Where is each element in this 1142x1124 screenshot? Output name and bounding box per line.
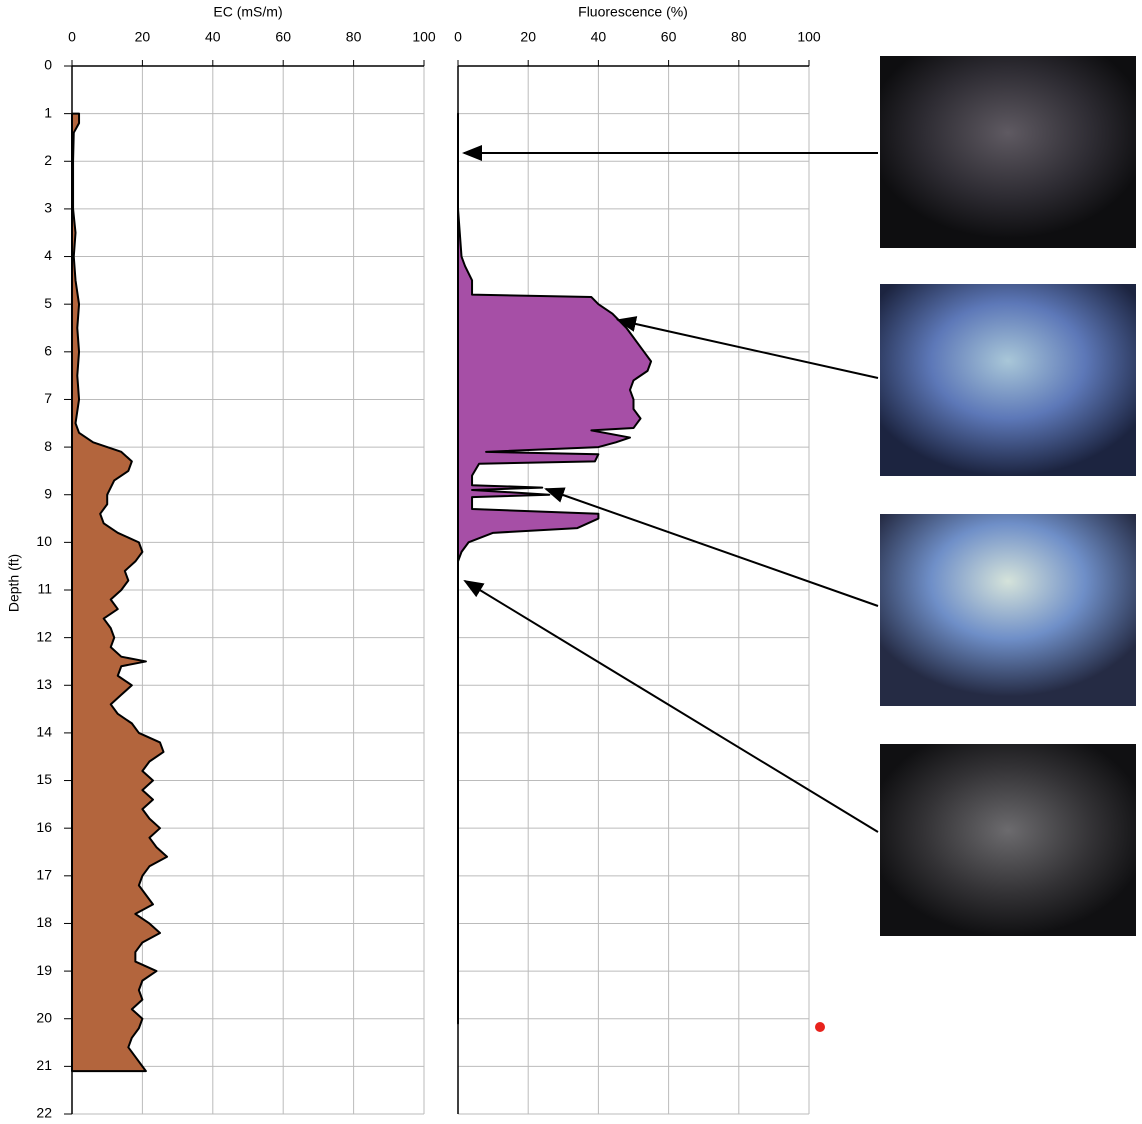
- x-tick-label: 80: [731, 29, 747, 45]
- x-tick-label: 80: [346, 29, 362, 45]
- x-tick-label: 40: [205, 29, 221, 45]
- arrows: [462, 145, 879, 833]
- y-tick-label: 16: [36, 819, 52, 835]
- x-tick-label: 20: [135, 29, 151, 45]
- arrow: [544, 487, 879, 607]
- y-tick-label: 4: [44, 247, 52, 263]
- y-tick-label: 9: [44, 485, 52, 501]
- arrow: [463, 579, 879, 833]
- x-tick-label: 60: [275, 29, 291, 45]
- y-tick-label: 14: [36, 724, 52, 740]
- y-tick-label: 19: [36, 962, 52, 978]
- y-tick-label: 6: [44, 343, 52, 359]
- x-tick-label: 100: [797, 29, 821, 45]
- y-tick-label: 8: [44, 438, 52, 454]
- area: [71, 112, 169, 1073]
- y-axis-title: Depth (ft): [6, 554, 22, 612]
- area: [457, 112, 653, 1025]
- photo: [880, 744, 1136, 936]
- x-tick-label: 100: [412, 29, 436, 45]
- y-tick-label: 10: [36, 533, 52, 549]
- y-tick-label: 0: [44, 57, 52, 73]
- x-tick-label: 0: [454, 29, 462, 45]
- y-tick-label: 22: [36, 1105, 52, 1121]
- y-tick-label: 2: [44, 152, 52, 168]
- chart-title: Fluorescence (%): [578, 4, 688, 20]
- photo: [880, 514, 1136, 706]
- x-tick-label: 40: [591, 29, 607, 45]
- photo: [880, 284, 1136, 476]
- x-tick-label: 20: [520, 29, 536, 45]
- arrow: [616, 316, 879, 379]
- x-tick-label: 0: [68, 29, 76, 45]
- y-tick-label: 11: [37, 581, 52, 597]
- y-tick-label: 13: [36, 676, 52, 692]
- y-tick-label: 15: [36, 771, 52, 787]
- photos: [880, 56, 1136, 936]
- y-tick-label: 5: [44, 295, 52, 311]
- y-tick-label: 1: [44, 104, 52, 120]
- y-tick-label: 18: [36, 914, 52, 930]
- x-tick-label: 60: [661, 29, 677, 45]
- chart-title: EC (mS/m): [213, 4, 282, 20]
- y-tick-label: 12: [36, 628, 52, 644]
- y-tick-label: 3: [44, 200, 52, 216]
- y-tick-label: 17: [36, 867, 52, 883]
- y-tick-label: 21: [36, 1057, 52, 1073]
- photo: [880, 56, 1136, 248]
- y-tick-label: 20: [36, 1009, 52, 1025]
- marker-dot: [815, 1022, 825, 1032]
- y-tick-label: 7: [44, 390, 52, 406]
